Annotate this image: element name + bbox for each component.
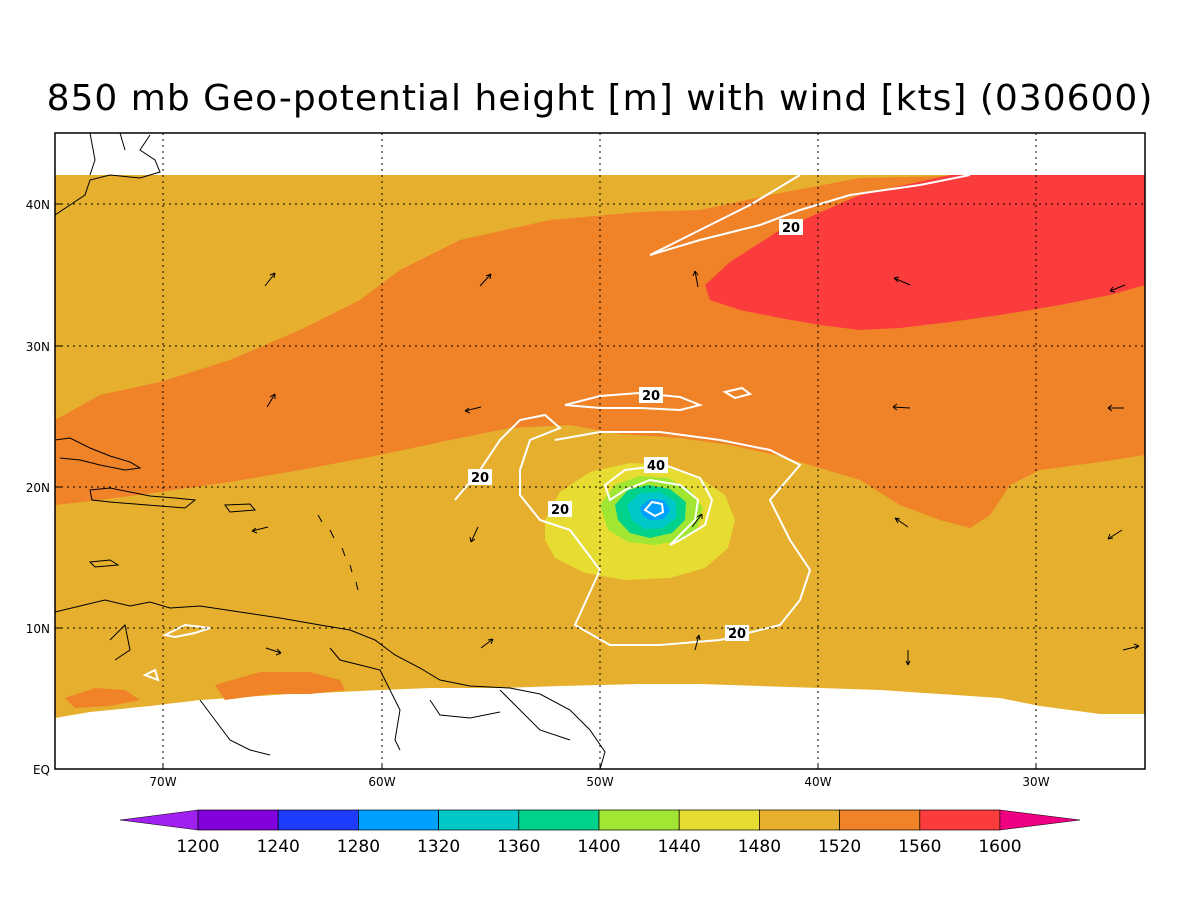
coast-south-america: [55, 599, 606, 769]
colorbar-segment: [759, 809, 840, 831]
colorbar-segment: [438, 809, 520, 831]
colorbar-label: 1320: [417, 837, 460, 857]
colorbar-label: 1360: [497, 837, 540, 857]
wind-arrow: [251, 526, 269, 534]
wind-arrow: [894, 517, 909, 528]
contour-20-outer: [454, 413, 812, 646]
svg-text:20: 20: [642, 389, 660, 404]
map-title: 850 mb Geo-potential height [m] with win…: [46, 78, 1154, 119]
colorbar-segment: [839, 809, 921, 831]
colorbar-segment: [277, 809, 359, 831]
svg-text:20: 20: [471, 471, 489, 486]
colorbar-label: 1240: [257, 837, 300, 857]
svg-text:40: 40: [647, 459, 665, 474]
contour-20-right: [722, 386, 753, 400]
coast-north-america: [55, 133, 161, 216]
contour-20-sw: [142, 623, 211, 682]
lat-tick-label: 20N: [26, 481, 50, 495]
lon-tick-label: 40W: [804, 775, 831, 789]
colorbar-label: 1560: [898, 837, 941, 857]
wind-arrow: [905, 650, 911, 666]
colorbar-segment: [197, 809, 279, 831]
contour-label-3: 20: [468, 469, 492, 486]
wind-arrow: [464, 406, 482, 414]
lon-tick-label: 70W: [149, 775, 176, 789]
contour-label-6: 20: [725, 625, 749, 642]
lon-axis: 70W 60W 50W 40W 30W: [149, 775, 1049, 789]
lat-tick-label: 10N: [26, 622, 50, 636]
colorbar-label: 1200: [176, 837, 219, 857]
wind-arrow: [1122, 643, 1140, 651]
wind-arrow: [479, 273, 492, 287]
lat-tick-label: 40N: [26, 198, 50, 212]
wind-arrow: [1107, 529, 1123, 540]
svg-text:20: 20: [728, 627, 746, 642]
lat-tick-label: 30N: [26, 340, 50, 354]
colorbar-segment: [518, 809, 600, 831]
contour-label-5: 40: [644, 457, 668, 474]
coast-jamaica: [88, 559, 120, 568]
colorbar-label: 1440: [658, 837, 701, 857]
contour-label-1: 20: [779, 219, 803, 236]
wind-arrow: [1107, 404, 1124, 412]
lon-tick-label: 30W: [1022, 775, 1049, 789]
colorbar-segment: [919, 809, 1001, 831]
lat-tick-label: EQ: [33, 763, 50, 777]
colorbar-label: 1400: [577, 837, 620, 857]
colorbar-segment: [358, 809, 439, 831]
wind-arrow: [480, 638, 494, 649]
coast-puerto-rico: [224, 503, 257, 513]
wind-arrow: [266, 393, 276, 408]
contour-label-4: 20: [548, 501, 572, 518]
field-1600-plus: [705, 175, 1145, 330]
colorbar-segment: [598, 809, 680, 831]
wind-arrow: [892, 403, 911, 411]
wind-arrow: [469, 526, 479, 543]
field-patch-south-b: [65, 688, 140, 708]
wind-arrow: [1109, 284, 1126, 293]
wind-arrow: [265, 647, 282, 656]
colorbar: 1200 1240 1280 1320 1360 1400 1440 1480 1520 1560…: [119, 809, 1081, 857]
wind-arrow: [694, 634, 701, 651]
grid-lines: [55, 133, 1145, 769]
contour-label-2: 20: [639, 387, 663, 404]
wind-arrow: [893, 276, 911, 286]
lon-tick-label: 50W: [586, 775, 613, 789]
contour-20-mid: [564, 391, 704, 412]
wind-vectors: [251, 270, 1140, 666]
colorbar-arrow-high: [999, 809, 1081, 831]
colorbar-label: 1520: [818, 837, 861, 857]
wind-contours: [142, 174, 971, 682]
colorbar-label: 1480: [738, 837, 781, 857]
colorbar-segment: [678, 809, 760, 831]
axis-ticks: [55, 203, 1037, 769]
svg-text:20: 20: [551, 503, 569, 518]
colorbar-label: 1280: [337, 837, 380, 857]
contour-40-inner: [603, 463, 714, 546]
coastlines: [55, 133, 606, 769]
contour-60-core: [643, 500, 665, 518]
contour-label-group: 20 20 20 20 40 20: [468, 219, 803, 642]
colorbar-arrow-low: [119, 809, 199, 831]
lat-axis: 40N 30N 20N 10N EQ: [26, 198, 50, 777]
svg-text:20: 20: [782, 221, 800, 236]
lon-tick-label: 60W: [368, 775, 395, 789]
wind-arrow: [264, 272, 276, 287]
coast-lesser-antilles: [317, 514, 359, 591]
coast-cuba: [55, 437, 142, 471]
coast-hispaniola: [89, 487, 197, 509]
colorbar-label: 1600: [978, 837, 1021, 857]
wind-arrow: [691, 513, 703, 528]
field-patch-south-a: [215, 672, 345, 700]
contour-jet-north: [649, 174, 971, 256]
wind-arrow: [692, 270, 699, 288]
